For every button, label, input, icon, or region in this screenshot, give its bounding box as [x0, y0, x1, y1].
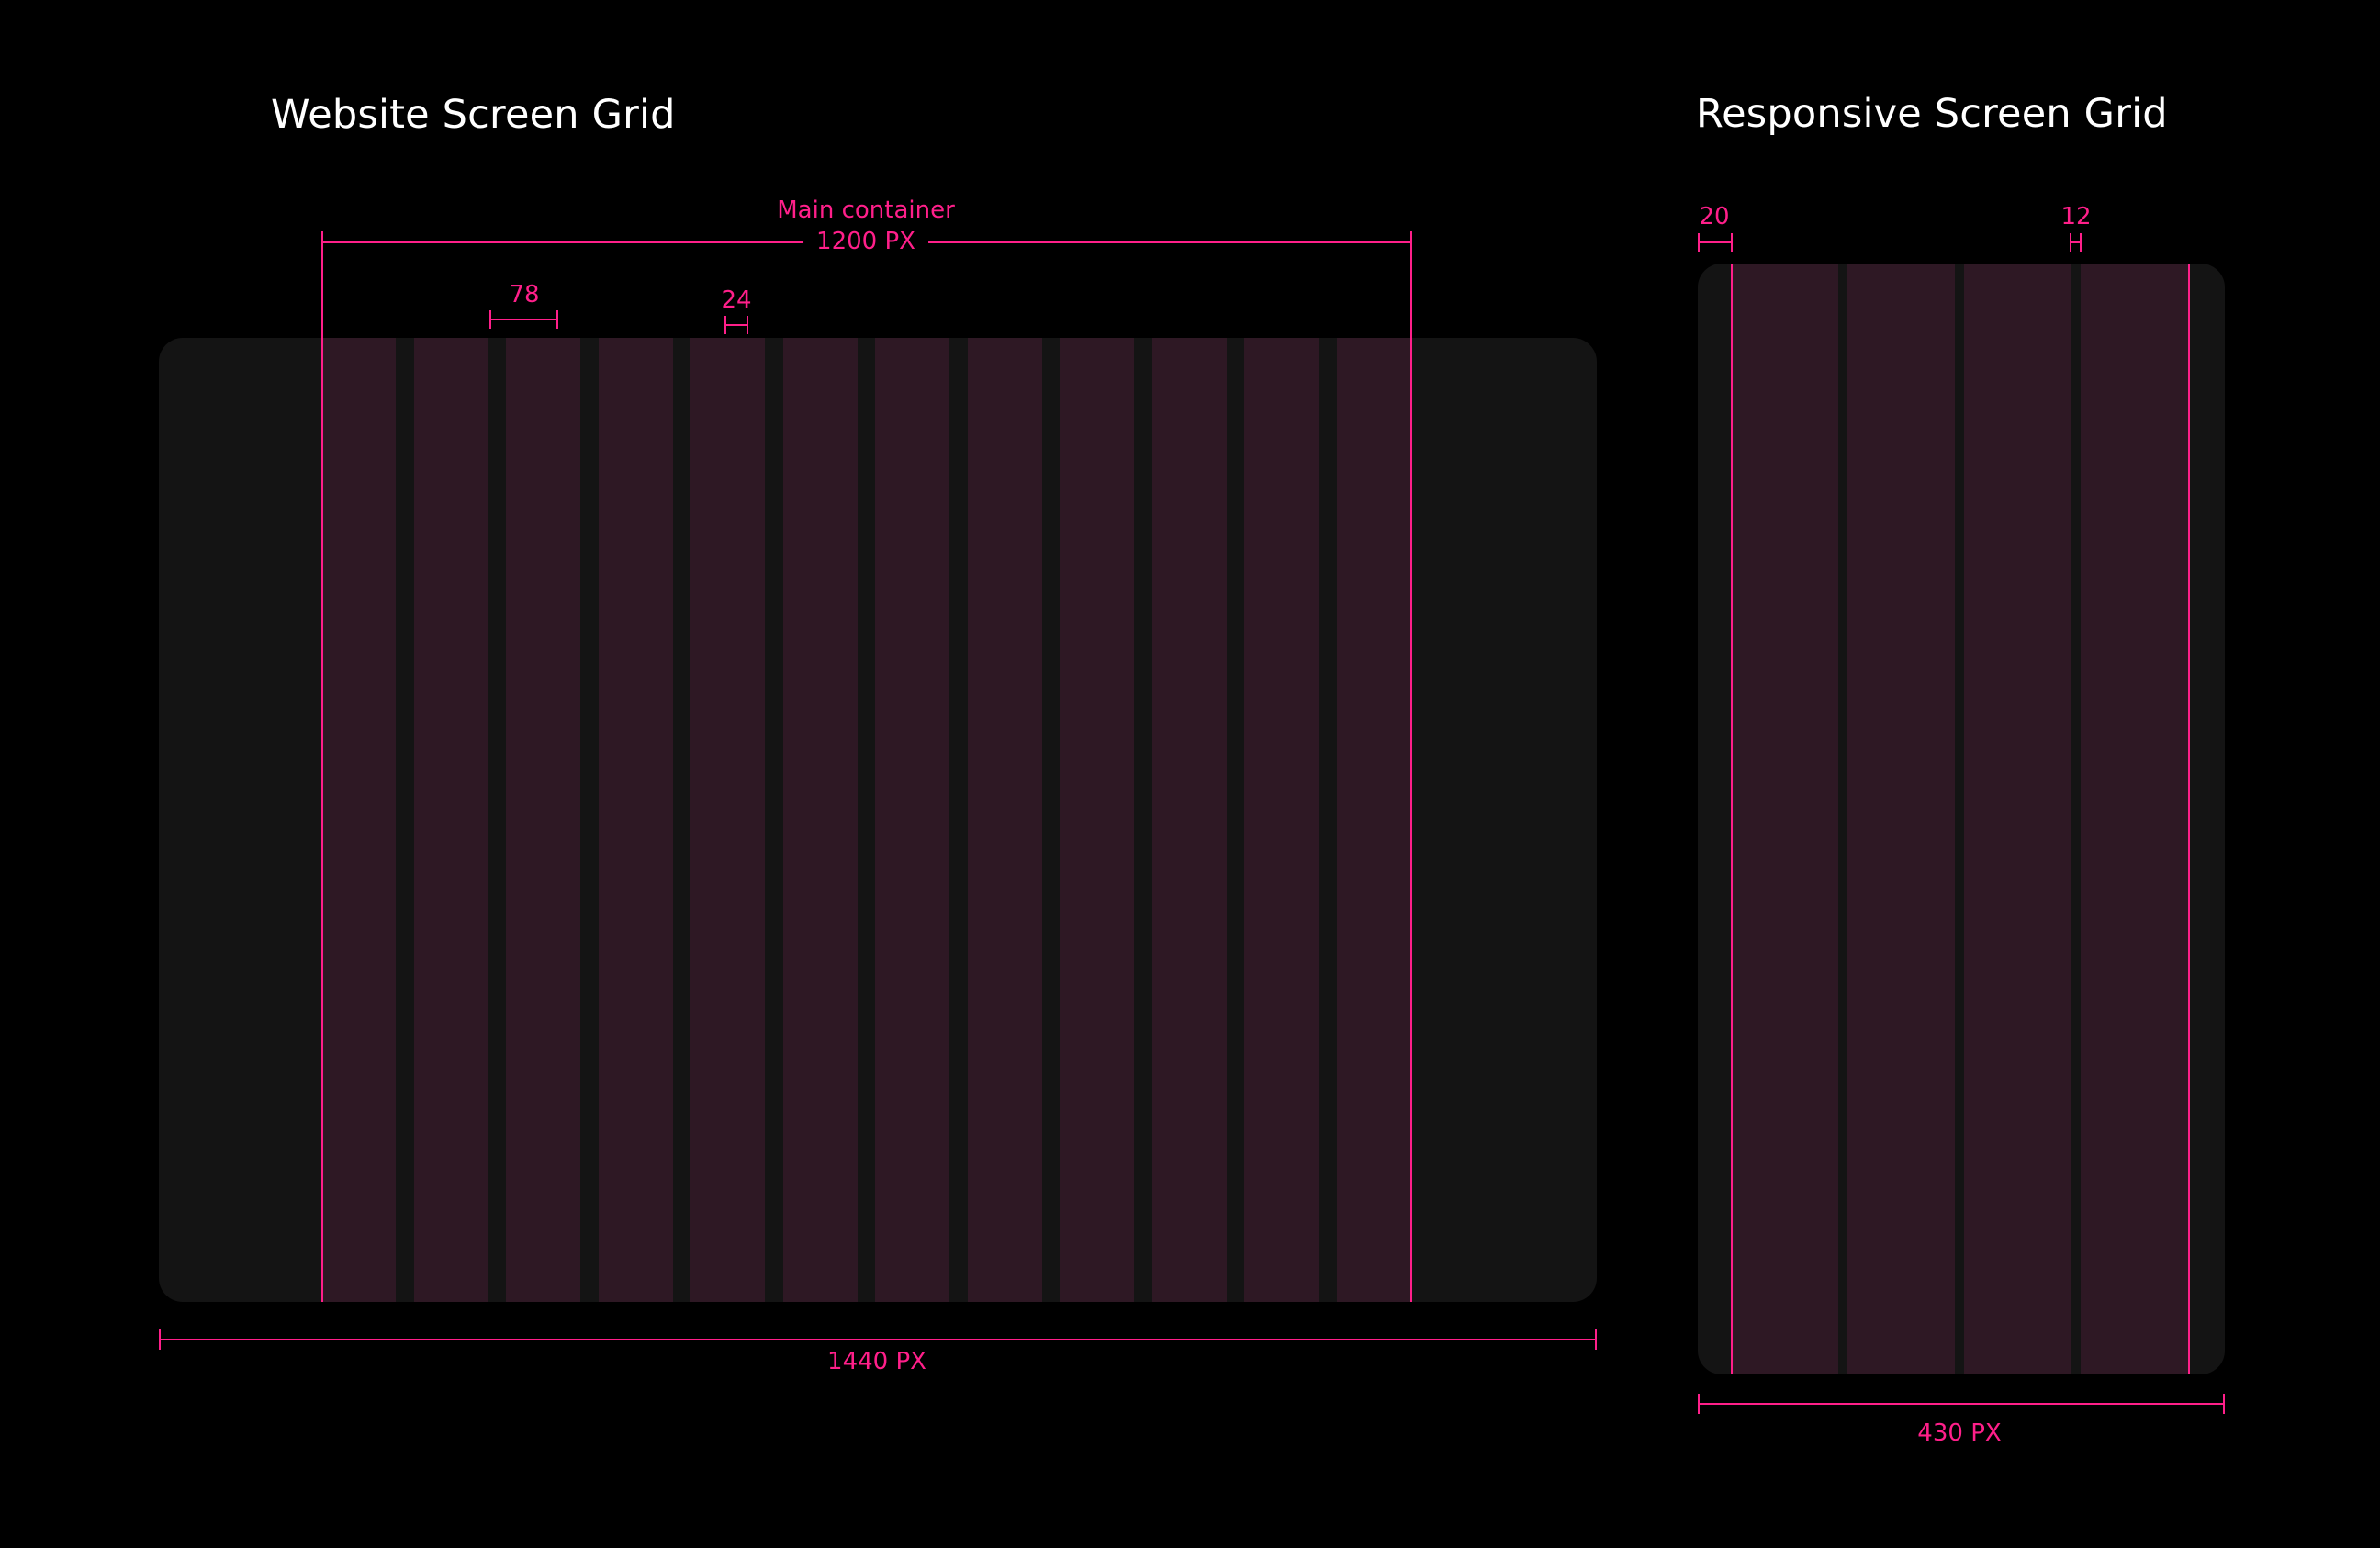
responsive-width-dimension-line [1698, 1403, 2225, 1405]
website-grid-column [598, 338, 673, 1302]
main-container-label: Main container [777, 196, 955, 224]
gutter-tick-right [747, 316, 748, 334]
responsive-grid-column [1731, 264, 1838, 1374]
margin-dimension-line [1699, 241, 1732, 243]
gutter-dimension-line [725, 324, 748, 326]
responsive-width-tick-left [1698, 1394, 1700, 1414]
responsive-grid-column [1847, 264, 1955, 1374]
column-width-tick-left [489, 310, 491, 329]
website-grid-title: Website Screen Grid [271, 92, 676, 138]
container-width-label: 1200 PX [803, 230, 928, 253]
website-grid-column [413, 338, 488, 1302]
gutter-tick-left [724, 316, 726, 334]
responsive-gutter-dimension-line [2071, 241, 2082, 243]
website-grid-column [1336, 338, 1411, 1302]
margin-tick-left [1698, 233, 1700, 252]
screen-width-tick-right [1595, 1329, 1597, 1350]
responsive-grid-column [1964, 264, 2071, 1374]
website-grid-column [506, 338, 581, 1302]
column-width-tick-right [556, 310, 558, 329]
website-screen-frame [159, 338, 1597, 1302]
margin-label: 20 [1699, 203, 1730, 230]
column-width-label: 78 [509, 281, 540, 308]
website-container-right-guide [1410, 231, 1412, 1302]
responsive-width-label: 430 PX [1917, 1419, 2002, 1447]
website-grid-column [1244, 338, 1319, 1302]
column-width-dimension-line [490, 319, 558, 320]
responsive-grid-title: Responsive Screen Grid [1696, 91, 2168, 137]
screen-width-tick-left [159, 1329, 161, 1350]
website-grid-column [690, 338, 766, 1302]
website-grid-column [782, 338, 858, 1302]
screen-width-label: 1440 PX [827, 1348, 926, 1375]
responsive-width-tick-right [2223, 1394, 2225, 1414]
website-grid-column [967, 338, 1042, 1302]
website-grid-column [875, 338, 950, 1302]
margin-tick-right [1731, 233, 1733, 252]
screen-width-dimension-line [159, 1339, 1597, 1340]
website-container-left-guide [321, 231, 323, 1302]
responsive-gutter-label: 12 [2060, 203, 2092, 230]
website-grid-column [321, 338, 397, 1302]
gutter-label: 24 [721, 286, 752, 314]
responsive-gutter-tick-left [2070, 233, 2071, 252]
responsive-margin-right-guide [2188, 264, 2190, 1374]
responsive-screen-frame [1698, 264, 2225, 1374]
responsive-gutter-tick-right [2080, 233, 2082, 252]
responsive-margin-left-guide [1731, 264, 1733, 1374]
website-grid-column [1060, 338, 1135, 1302]
website-grid-column [1151, 338, 1227, 1302]
responsive-grid-column [2081, 264, 2188, 1374]
